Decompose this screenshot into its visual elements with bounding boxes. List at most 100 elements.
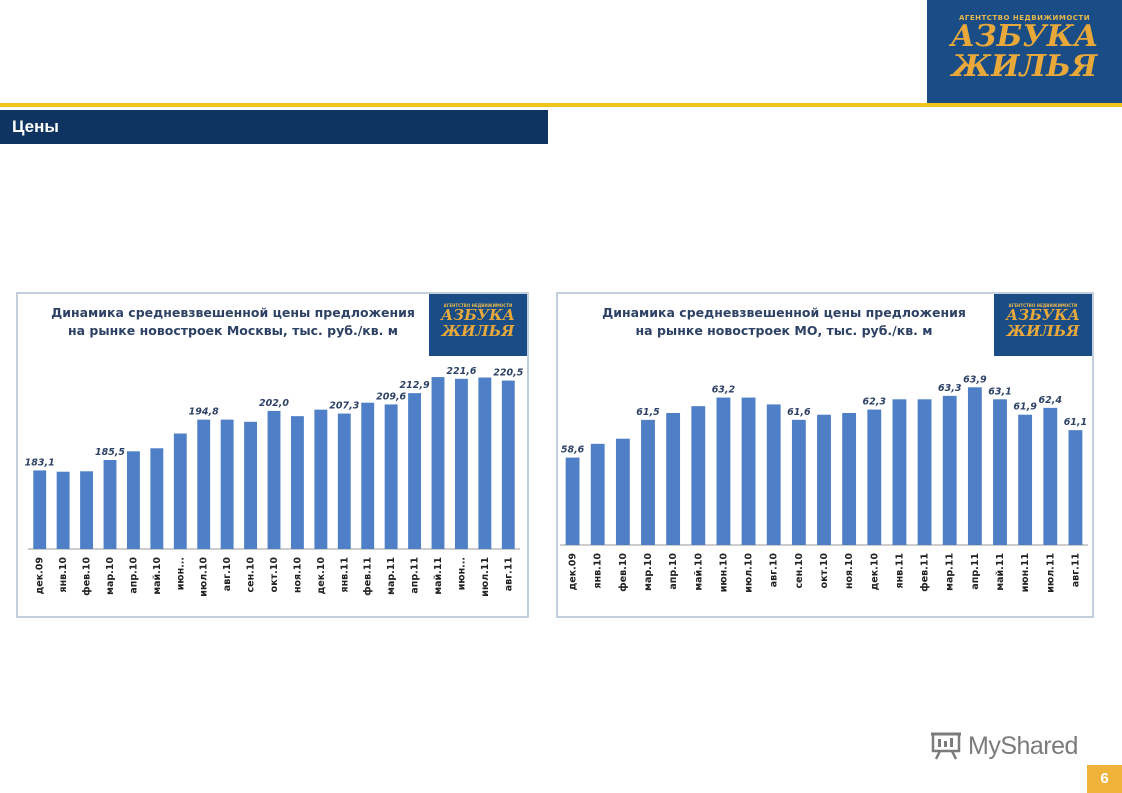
bar — [431, 377, 445, 549]
chart-logo-tagline: АГЕНТСТВО НЕДВИЖИМОСТИ — [1008, 303, 1078, 308]
chart-logo-line-1: АЗБУКА — [1006, 306, 1080, 324]
data-label: 61,9 — [1013, 402, 1037, 413]
bar — [791, 419, 806, 545]
data-label: 61,6 — [787, 407, 811, 418]
category-label: дек.10 — [869, 553, 880, 591]
bar — [478, 377, 492, 549]
bar — [501, 380, 515, 549]
region-chart-plot: 58,6 дек.09 янв.10 фев.10 61,5 мар.10 апр.10 ма… — [560, 374, 1088, 593]
category-label: июл.10 — [744, 553, 755, 593]
bar — [691, 406, 706, 545]
category-label: июл.11 — [480, 557, 491, 597]
category-label: янв.10 — [58, 557, 69, 593]
data-label: 63,2 — [712, 385, 736, 396]
region-chart-title: Динамика средневзвешенной цены предложен… — [584, 304, 984, 340]
category-label: янв.11 — [339, 557, 350, 593]
category-label: июн... — [456, 557, 467, 590]
bar — [56, 471, 70, 549]
category-label: сен.10 — [246, 557, 257, 593]
chart-logo-tagline: АГЕНТСТВО НЕДВИЖИМОСТИ — [443, 303, 513, 308]
moscow-chart-logo: АГЕНТСТВО НЕДВИЖИМОСТИ АЗБУКА ЖИЛЬЯ — [429, 294, 527, 356]
bar — [1068, 430, 1083, 545]
bar — [917, 399, 932, 545]
bar — [33, 470, 47, 549]
section-title-bar: Цены — [0, 110, 548, 144]
bar — [314, 409, 328, 549]
data-label: 62,3 — [863, 397, 887, 408]
data-label: 209,6 — [376, 391, 406, 402]
myshared-watermark: MyShared — [930, 728, 1090, 766]
chart-logo-line-2: ЖИЛЬЯ — [441, 322, 515, 340]
bar — [1018, 414, 1033, 545]
bar — [716, 397, 731, 545]
logo-line-1: АЗБУКА — [950, 19, 1099, 54]
category-label: июн... — [175, 557, 186, 590]
data-label: 63,3 — [938, 383, 962, 394]
bar — [641, 419, 655, 545]
category-label: фев.11 — [920, 553, 931, 592]
data-label: 221,6 — [446, 366, 476, 377]
category-label: мар.10 — [643, 553, 654, 591]
page-number: 6 — [1087, 765, 1122, 793]
category-label: май.11 — [433, 557, 444, 595]
category-label: окт.10 — [269, 557, 280, 593]
category-label: май.10 — [693, 553, 704, 591]
category-label: апр.10 — [128, 557, 139, 594]
data-label: 58,6 — [561, 445, 585, 456]
category-label: окт.10 — [819, 553, 830, 589]
region-chart-logo: АГЕНТСТВО НЕДВИЖИМОСТИ АЗБУКА ЖИЛЬЯ — [994, 294, 1092, 356]
region-chart-title-line-2: на рынке новостроек МО, тыс. руб./кв. м — [635, 323, 933, 338]
chart-logo-line-1: АЗБУКА — [441, 306, 515, 324]
data-label: 194,8 — [189, 407, 219, 418]
category-label: янв.10 — [593, 553, 604, 589]
category-label: авг.11 — [503, 557, 514, 591]
data-label: 63,9 — [963, 374, 987, 385]
bar — [80, 471, 94, 549]
category-label: мар.10 — [105, 557, 116, 595]
bar — [590, 443, 605, 545]
bar — [741, 397, 756, 545]
bar — [361, 402, 375, 549]
brand-logo: АГЕНТСТВО НЕДВИЖИМОСТИ АЗБУКА ЖИЛЬЯ — [927, 0, 1122, 104]
category-label: май.11 — [995, 553, 1006, 591]
presentation-board-icon — [931, 732, 961, 760]
data-label: 220,5 — [493, 368, 523, 379]
moscow-chart-plot: 183,1 дек.09 янв.10 фев.10 185,5 мар.10 апр.10… — [25, 366, 524, 597]
category-label: дек.09 — [35, 557, 46, 594]
bar — [565, 457, 580, 545]
bar — [173, 433, 187, 549]
data-label: 207,3 — [329, 401, 359, 412]
data-label: 185,5 — [95, 447, 125, 458]
bar — [337, 413, 351, 549]
category-label: ноя.10 — [844, 553, 855, 589]
moscow-chart-title-line-1: Динамика средневзвешенной цены предложен… — [51, 305, 415, 320]
bar — [150, 448, 164, 549]
category-label: фев.10 — [618, 553, 629, 592]
category-label: апр.11 — [410, 557, 421, 594]
category-label: май.10 — [152, 557, 163, 595]
data-label: 62,4 — [1039, 395, 1063, 406]
category-label: июн.11 — [1020, 553, 1031, 592]
bar — [892, 399, 907, 545]
region-chart-title-line-1: Динамика средневзвешенной цены предложен… — [602, 305, 966, 320]
category-label: авг.10 — [222, 557, 233, 592]
bar — [817, 414, 831, 545]
category-label: апр.10 — [668, 553, 679, 590]
category-label: мар.11 — [386, 557, 397, 595]
data-label: 61,1 — [1064, 417, 1087, 428]
data-label: 202,0 — [259, 398, 289, 409]
category-label: дек.10 — [316, 557, 327, 595]
bar — [220, 419, 234, 549]
watermark-text: MyShared — [968, 732, 1078, 760]
bar — [384, 404, 398, 549]
bar — [267, 410, 281, 549]
data-label: 183,1 — [25, 457, 55, 468]
bar — [867, 409, 882, 545]
section-title: Цены — [12, 117, 59, 136]
bar — [244, 421, 258, 549]
category-label: июл.10 — [199, 557, 210, 597]
region-price-chart: 58,6 дек.09 янв.10 фев.10 61,5 мар.10 апр.10 ма… — [556, 292, 1094, 618]
data-label: 61,5 — [636, 407, 660, 418]
category-label: янв.11 — [894, 553, 905, 589]
category-label: июн.10 — [718, 553, 729, 593]
